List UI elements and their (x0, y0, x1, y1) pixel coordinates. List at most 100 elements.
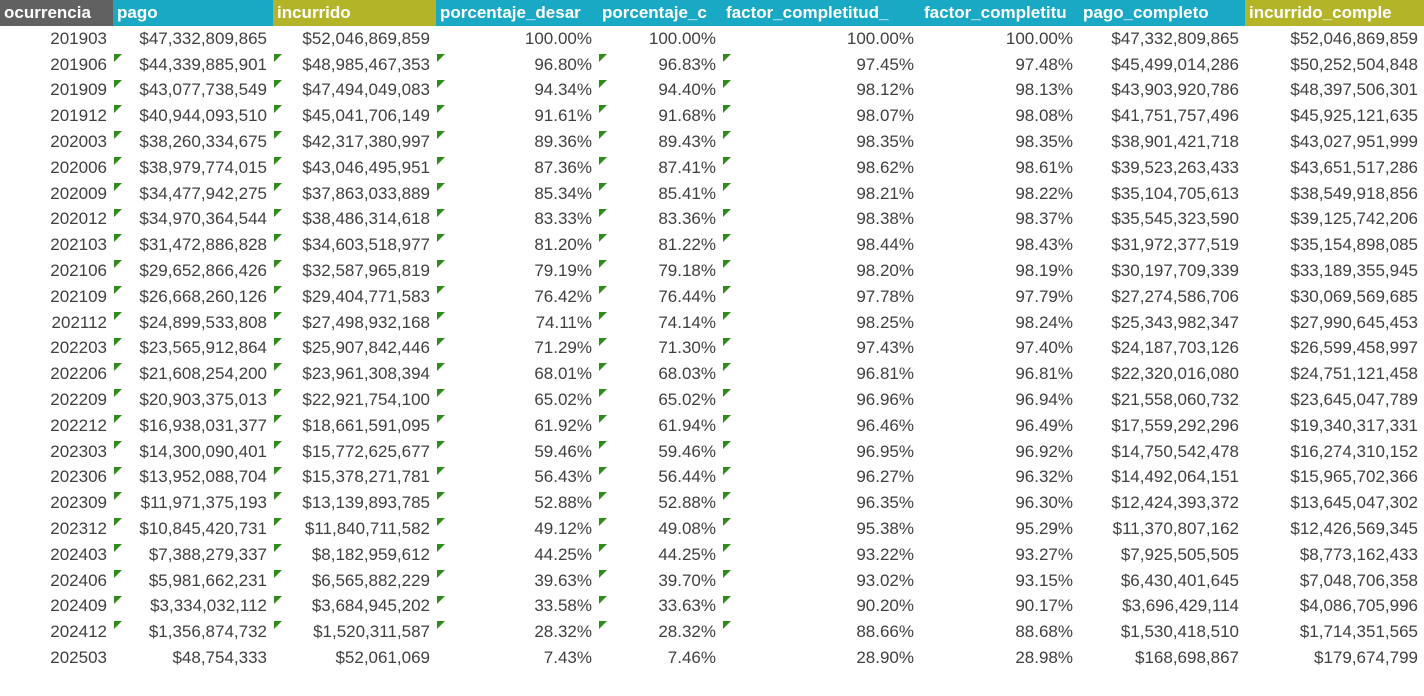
table-cell[interactable]: 202403 (50, 544, 107, 564)
table-cell[interactable]: $8,773,162,433 (1299, 544, 1418, 564)
table-cell[interactable]: 96.30% (1015, 493, 1073, 513)
table-cell[interactable]: $50,252,504,848 (1290, 54, 1418, 74)
table-cell[interactable]: 98.08% (1015, 106, 1073, 126)
table-cell-flagged[interactable]: 98.21% (722, 181, 920, 207)
table-cell-flagged[interactable]: 61.94% (598, 413, 722, 439)
table-cell-flagged[interactable]: 87.36% (436, 155, 598, 181)
table-cell-flagged[interactable]: $7,388,279,337 (113, 542, 273, 568)
table-cell[interactable]: 202306 (50, 467, 107, 487)
table-cell[interactable]: $26,599,458,997 (1290, 338, 1418, 358)
table-cell-flagged[interactable]: 89.36% (436, 129, 598, 155)
table-cell-flagged[interactable]: $43,077,738,549 (113, 78, 273, 104)
table-cell[interactable]: 98.24% (1015, 312, 1073, 332)
table-cell-flagged[interactable]: 96.81% (722, 361, 920, 387)
table-cell-flagged[interactable]: 98.35% (722, 129, 920, 155)
table-cell-flagged[interactable]: $13,139,893,785 (273, 490, 436, 516)
table-cell-flagged[interactable]: $23,961,308,394 (273, 361, 436, 387)
table-cell-flagged[interactable]: 44.25% (436, 542, 598, 568)
table-cell-flagged[interactable]: 65.02% (598, 387, 722, 413)
table-cell-flagged[interactable]: $44,339,885,901 (113, 52, 273, 78)
table-cell[interactable]: $1,714,351,565 (1299, 622, 1418, 642)
table-cell[interactable]: $22,320,016,080 (1111, 364, 1239, 384)
table-cell[interactable]: $30,197,709,339 (1111, 261, 1239, 281)
table-cell-flagged[interactable]: 83.33% (436, 207, 598, 233)
table-cell[interactable]: $14,492,064,151 (1111, 467, 1239, 487)
table-cell-flagged[interactable]: $38,260,334,675 (113, 129, 273, 155)
table-cell[interactable]: $52,046,869,859 (302, 28, 430, 48)
table-cell[interactable]: $179,674,799 (1314, 648, 1418, 668)
table-cell[interactable]: 202209 (50, 390, 107, 410)
table-cell-flagged[interactable]: 91.68% (598, 103, 722, 129)
table-cell-flagged[interactable]: 94.40% (598, 78, 722, 104)
table-cell-flagged[interactable]: $24,899,533,808 (113, 310, 273, 336)
table-cell[interactable]: 202012 (50, 209, 107, 229)
table-cell-flagged[interactable]: 49.08% (598, 516, 722, 542)
table-cell[interactable]: $35,154,898,085 (1290, 235, 1418, 255)
table-cell-flagged[interactable]: $38,486,314,618 (273, 207, 436, 233)
table-cell[interactable]: 97.79% (1015, 286, 1073, 306)
table-cell-flagged[interactable]: 56.44% (598, 465, 722, 491)
table-cell[interactable]: $15,965,702,366 (1290, 467, 1418, 487)
table-cell-flagged[interactable]: $8,182,959,612 (273, 542, 436, 568)
table-cell-flagged[interactable]: 96.83% (598, 52, 722, 78)
table-cell[interactable]: 202406 (50, 570, 107, 590)
table-cell[interactable]: $16,274,310,152 (1290, 441, 1418, 461)
table-cell-flagged[interactable]: $6,565,882,229 (273, 568, 436, 594)
table-cell[interactable]: 202003 (50, 132, 107, 152)
table-cell[interactable]: 7.43% (543, 648, 592, 668)
table-cell[interactable]: 202206 (50, 364, 107, 384)
table-cell-flagged[interactable]: $13,952,088,704 (113, 465, 273, 491)
table-cell[interactable]: 202106 (50, 261, 107, 281)
table-cell[interactable]: $38,549,918,856 (1290, 183, 1418, 203)
table-cell-flagged[interactable]: $21,608,254,200 (113, 361, 273, 387)
table-cell-flagged[interactable]: 98.44% (722, 232, 920, 258)
table-cell-flagged[interactable]: $15,378,271,781 (273, 465, 436, 491)
table-cell-flagged[interactable]: 39.70% (598, 568, 722, 594)
table-cell-flagged[interactable]: 65.02% (436, 387, 598, 413)
table-cell-flagged[interactable]: 28.32% (598, 619, 722, 645)
table-cell-flagged[interactable]: $29,652,866,426 (113, 258, 273, 284)
column-header-4[interactable]: porcentaje_c (598, 0, 722, 26)
table-cell[interactable]: 201903 (50, 28, 107, 48)
table-cell-flagged[interactable]: 96.95% (722, 439, 920, 465)
table-cell[interactable]: $35,545,323,590 (1111, 209, 1239, 229)
table-cell-flagged[interactable]: $34,970,364,544 (113, 207, 273, 233)
table-cell[interactable]: 202103 (50, 235, 107, 255)
table-cell-flagged[interactable]: 74.11% (436, 310, 598, 336)
table-cell[interactable]: 93.27% (1015, 544, 1073, 564)
table-cell-flagged[interactable]: 49.12% (436, 516, 598, 542)
table-cell[interactable]: 88.68% (1015, 622, 1073, 642)
table-cell[interactable]: $168,698,867 (1135, 648, 1239, 668)
table-cell[interactable]: 202006 (50, 157, 107, 177)
table-cell[interactable]: 201909 (50, 80, 107, 100)
table-cell[interactable]: 28.98% (1015, 648, 1073, 668)
table-cell-flagged[interactable]: 83.36% (598, 207, 722, 233)
table-cell[interactable]: 98.43% (1015, 235, 1073, 255)
table-cell[interactable]: 97.48% (1015, 54, 1073, 74)
table-cell[interactable]: 96.94% (1015, 390, 1073, 410)
table-cell-flagged[interactable]: $48,985,467,353 (273, 52, 436, 78)
table-cell[interactable]: $21,558,060,732 (1111, 390, 1239, 410)
table-cell-flagged[interactable]: 52.88% (436, 490, 598, 516)
table-cell[interactable]: 202412 (50, 622, 107, 642)
table-cell[interactable]: $35,104,705,613 (1111, 183, 1239, 203)
table-cell-flagged[interactable]: 93.02% (722, 568, 920, 594)
table-cell[interactable]: $47,332,809,865 (1111, 28, 1239, 48)
table-cell[interactable]: $14,750,542,478 (1111, 441, 1239, 461)
table-cell-flagged[interactable]: $11,840,711,582 (273, 516, 436, 542)
table-cell-flagged[interactable]: 98.62% (722, 155, 920, 181)
table-cell-flagged[interactable]: 76.44% (598, 284, 722, 310)
table-cell-flagged[interactable]: 59.46% (436, 439, 598, 465)
table-cell[interactable]: $43,651,517,286 (1290, 157, 1418, 177)
table-cell[interactable]: $24,187,703,126 (1111, 338, 1239, 358)
column-header-5[interactable]: factor_completitud_ (722, 0, 920, 26)
table-cell[interactable]: $4,086,705,996 (1299, 596, 1418, 616)
table-cell-flagged[interactable]: 88.66% (722, 619, 920, 645)
table-cell-flagged[interactable]: 97.78% (722, 284, 920, 310)
table-cell[interactable]: $25,343,982,347 (1111, 312, 1239, 332)
table-cell-flagged[interactable]: 79.19% (436, 258, 598, 284)
table-cell-flagged[interactable]: 81.20% (436, 232, 598, 258)
table-cell[interactable]: $52,061,069 (335, 648, 430, 668)
table-cell-flagged[interactable]: $40,944,093,510 (113, 103, 273, 129)
table-cell[interactable]: 98.61% (1015, 157, 1073, 177)
